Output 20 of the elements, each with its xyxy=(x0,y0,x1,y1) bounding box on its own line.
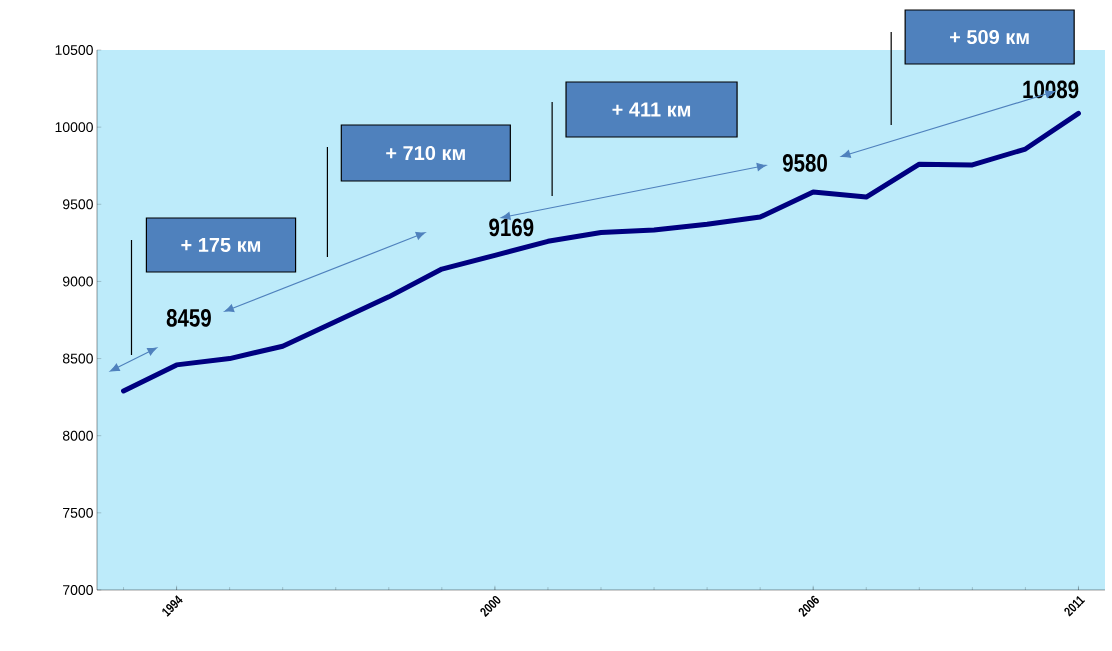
annotation: 9169 xyxy=(489,218,534,237)
annotation: 10089 xyxy=(1023,80,1079,99)
y-tick-label: 7000 xyxy=(63,585,93,595)
y-tick-label: 8000 xyxy=(62,430,93,441)
annotation: + 710 км xyxy=(386,145,465,161)
annotation: 9580 xyxy=(782,154,827,172)
y-tick-label: 10000 xyxy=(55,122,93,133)
y-tick-label: 10500 xyxy=(55,45,93,55)
y-tick-label: 8500 xyxy=(62,353,93,364)
x-tick-label: 1994 xyxy=(162,595,183,617)
text: + 509 км xyxy=(950,29,1029,45)
annotation: 8459 xyxy=(166,309,211,327)
y-tick-label: 9500 xyxy=(62,199,93,210)
y-tick-label: 7500 xyxy=(63,507,93,518)
x-tick-label: 2000 xyxy=(480,595,501,618)
x-tick-label: 2011 xyxy=(1064,595,1086,617)
annotation: + 411 км xyxy=(612,102,691,117)
annotation: + 175 км xyxy=(181,238,261,252)
x-tick-label: 2006 xyxy=(798,595,819,618)
y-tick-label: 9000 xyxy=(62,276,93,287)
